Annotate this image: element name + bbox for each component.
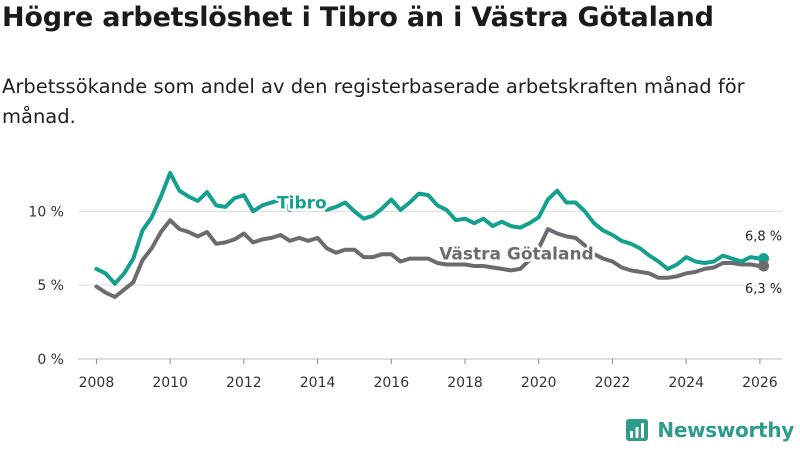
series-end-label: 6,8 %	[745, 230, 782, 245]
x-tick-label: 2016	[373, 375, 409, 391]
x-tick-label: 2020	[521, 375, 557, 391]
x-tick-label: 2024	[668, 375, 704, 391]
line-chart: 0 % 5 % 10 % 2008 2010 2012 2014 2016 2018 2020 20…	[28, 171, 784, 391]
y-tick-label: 10 %	[28, 204, 64, 220]
series-line-tibro	[94, 171, 766, 286]
newsworthy-logo-icon	[626, 419, 649, 441]
series-label: Tibro	[277, 193, 327, 213]
series-label: Västra Götaland	[439, 244, 594, 264]
series-line-vastra-gotaland	[94, 218, 766, 299]
series-end-point	[758, 260, 770, 272]
series-end-label: 6,3 %	[745, 282, 782, 297]
chart-subtitle: Arbetssökande som andel av den registerb…	[2, 75, 745, 128]
x-tick-label: 2010	[152, 375, 188, 391]
x-tick-label: 2022	[595, 375, 631, 391]
y-tick-label: 5 %	[37, 278, 64, 294]
brand-name: Newsworthy	[657, 418, 794, 442]
x-tick-label: 2026	[742, 375, 778, 391]
brand-logo: Newsworthy	[625, 418, 794, 442]
x-tick-label: 2018	[447, 375, 483, 391]
x-tick-label: 2008	[79, 375, 115, 391]
x-tick-label: 2012	[226, 375, 262, 391]
chart-title: Högre arbetslöshet i Tibro än i Västra G…	[2, 2, 714, 33]
x-tick-label: 2014	[300, 375, 336, 391]
y-tick-label: 0 %	[37, 352, 64, 368]
